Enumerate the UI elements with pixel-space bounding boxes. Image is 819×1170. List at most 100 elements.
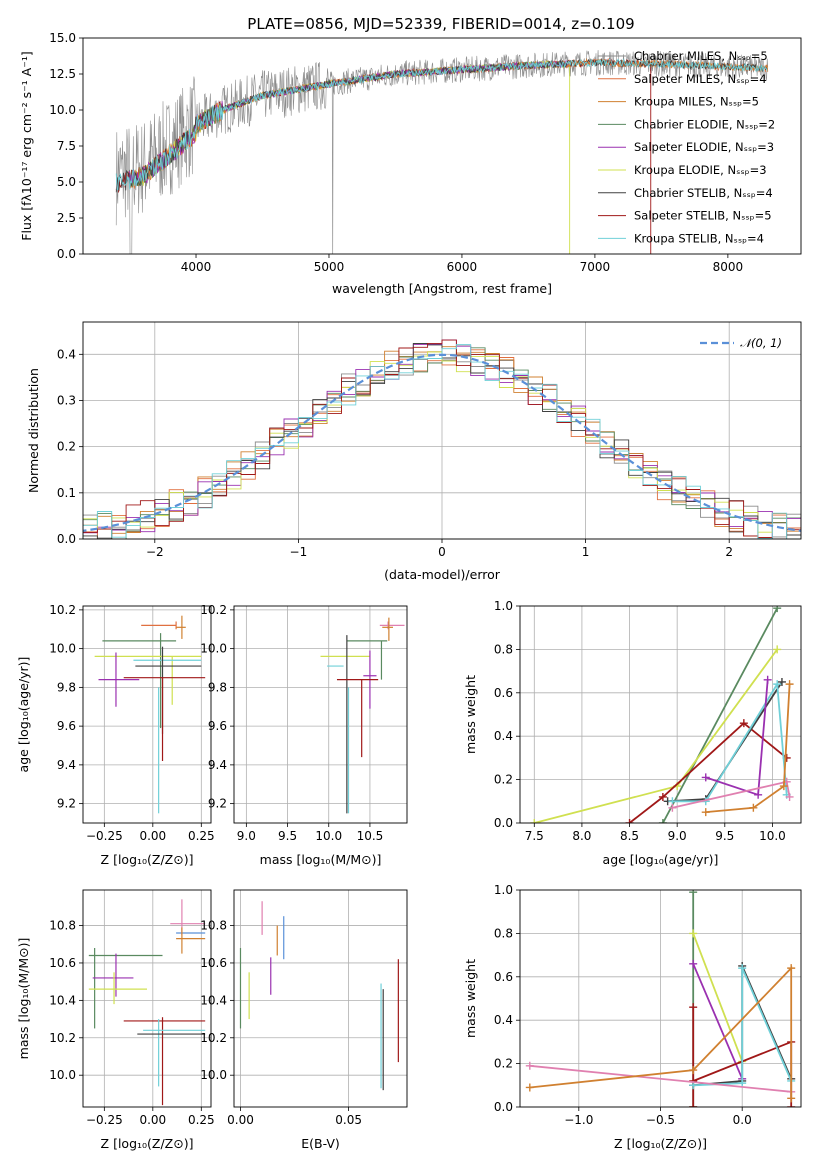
weight-marker bbox=[701, 808, 710, 817]
y-tick-label: 0.2 bbox=[494, 773, 513, 787]
x-tick-label: −0.25 bbox=[86, 829, 123, 843]
plot-area bbox=[83, 890, 211, 1107]
legend: 𝒩(0, 1) bbox=[700, 336, 782, 350]
plot-content bbox=[530, 606, 794, 823]
weight-marker bbox=[785, 792, 794, 801]
y-tick-label: 10.0 bbox=[49, 103, 76, 117]
y-tick-label: 10.2 bbox=[49, 603, 76, 617]
legend: Chabrier MILES, Nₛₛₚ=5 Salpeter MILES, Nₛ… bbox=[598, 49, 775, 245]
x-tick-label: 0.05 bbox=[335, 1113, 362, 1127]
weight-marker bbox=[689, 1003, 698, 1012]
weight-marker bbox=[787, 1103, 796, 1107]
weight-marker bbox=[763, 675, 772, 684]
legend-entry: Chabrier ELODIE, Nₛₛₚ=2 bbox=[634, 117, 775, 131]
ticks: 4000 5000 6000 7000 8000 0.0 2.5 5.0 7.5 10.0 12.5… bbox=[49, 31, 743, 274]
y-tick-label: 9.6 bbox=[57, 719, 76, 733]
y-tick-label: 9.4 bbox=[208, 758, 227, 772]
weight-series-line bbox=[529, 965, 793, 1099]
x-axis-label: wavelength [Angstrom, rest frame] bbox=[332, 281, 552, 296]
grid bbox=[83, 890, 211, 1107]
age-vs-mass-panel: 9.0 9.5 10.0 10.5 9.2 9.4 9.6 9.8 10.0 10.2 mass [… bbox=[200, 603, 408, 867]
plot-content bbox=[525, 890, 796, 1107]
x-tick-label: 0.25 bbox=[188, 829, 215, 843]
y-tick-label: 0.6 bbox=[494, 686, 513, 700]
x-axis-label: E(B-V) bbox=[301, 1136, 340, 1151]
weight-marker bbox=[738, 1079, 747, 1088]
legend-entry: Kroupa MILES, Nₛₛₚ=5 bbox=[634, 95, 759, 109]
y-tick-label: 0.4 bbox=[494, 1013, 513, 1027]
y-tick-label: 0.3 bbox=[57, 393, 76, 407]
x-tick-label: 7000 bbox=[580, 260, 611, 274]
y-tick-label: 9.4 bbox=[57, 758, 76, 772]
y-tick-label: 0.6 bbox=[494, 970, 513, 984]
weight-series-line bbox=[705, 684, 791, 813]
x-tick-label: 8.5 bbox=[620, 829, 639, 843]
x-tick-label: 9.5 bbox=[278, 829, 297, 843]
mass-vs-EBV-panel: 0.00 0.05 10.0 10.2 10.4 10.6 10.8 E(B-V) bbox=[200, 889, 408, 1151]
y-tick-label: 0.0 bbox=[494, 1100, 513, 1114]
x-axis-label: Z [log₁₀(Z/Z⊙)] bbox=[614, 1136, 707, 1151]
weight-marker bbox=[787, 1094, 796, 1103]
weight-marker bbox=[530, 819, 539, 823]
x-tick-label: −1.0 bbox=[564, 1113, 593, 1127]
plot-area bbox=[83, 606, 211, 823]
plot-content bbox=[320, 617, 405, 814]
y-tick-label: 12.5 bbox=[49, 67, 76, 81]
y-tick-label: 9.2 bbox=[208, 797, 227, 811]
y-tick-label: 10.0 bbox=[200, 1068, 227, 1082]
axes-frame bbox=[233, 605, 408, 824]
axes-frame bbox=[519, 889, 802, 1108]
y-axis-label: mass [log₁₀(M/M⊙)] bbox=[16, 938, 31, 1060]
plot-area bbox=[234, 890, 407, 1107]
y-axis-label: Flux [fλ10⁻¹⁷ erg cm⁻² s⁻¹ A⁻¹] bbox=[19, 51, 34, 240]
grid bbox=[234, 890, 407, 1107]
y-axis-label: age [log₁₀(age/yr)] bbox=[16, 657, 31, 773]
weight-marker bbox=[689, 929, 698, 938]
y-tick-label: 9.8 bbox=[57, 680, 76, 694]
x-tick-label: −1 bbox=[290, 545, 308, 559]
y-tick-label: 1.0 bbox=[494, 883, 513, 897]
y-tick-label: 0.8 bbox=[494, 926, 513, 940]
weight-series-line bbox=[672, 681, 788, 803]
weight-series-line bbox=[529, 1064, 792, 1093]
y-tick-label: 0.0 bbox=[57, 247, 76, 261]
weight-marker bbox=[525, 1083, 534, 1092]
y-tick-label: 0.2 bbox=[494, 1057, 513, 1071]
ticks: 7.5 8.0 8.5 9.0 9.5 10.0 0.0 0.2 0.4 0.6 0.8 1.0 bbox=[494, 599, 786, 843]
legend-entry: Kroupa ELODIE, Nₛₛₚ=3 bbox=[634, 163, 767, 177]
axes-frame bbox=[519, 605, 802, 824]
weight-marker bbox=[689, 1066, 698, 1075]
axes-frame bbox=[82, 889, 212, 1108]
weight-marker bbox=[787, 964, 796, 973]
x-tick-label: 10.5 bbox=[357, 829, 384, 843]
y-tick-label: 9.6 bbox=[208, 719, 227, 733]
weight-marker bbox=[773, 606, 782, 613]
histogram-series-line bbox=[83, 344, 801, 539]
legend-entry: Kroupa STELIB, Nₛₛₚ=4 bbox=[634, 231, 764, 245]
weight-marker bbox=[525, 1061, 534, 1070]
plot-area bbox=[234, 606, 407, 823]
plot-content bbox=[239, 901, 399, 1091]
plot-content bbox=[94, 615, 206, 814]
x-tick-label: 0 bbox=[438, 545, 446, 559]
x-tick-label: 6000 bbox=[447, 260, 478, 274]
y-tick-label: 9.2 bbox=[57, 797, 76, 811]
x-tick-label: 0.25 bbox=[188, 1113, 215, 1127]
y-tick-label: 0.8 bbox=[494, 642, 513, 656]
weight-marker bbox=[689, 959, 698, 968]
x-tick-label: −2 bbox=[146, 545, 164, 559]
x-tick-label: −0.5 bbox=[646, 1113, 675, 1127]
x-tick-label: 8000 bbox=[713, 260, 744, 274]
y-axis-label: Normed distribution bbox=[26, 368, 41, 493]
y-tick-label: 10.6 bbox=[49, 956, 76, 970]
x-tick-label: −0.25 bbox=[86, 1113, 123, 1127]
model-kroupa_stelib-line bbox=[115, 58, 768, 191]
y-tick-label: 10.6 bbox=[200, 956, 227, 970]
ticks: −1.0 −0.5 0.0 0.0 0.2 0.4 0.6 0.8 1.0 bbox=[494, 883, 752, 1127]
weight-marker bbox=[739, 719, 748, 728]
y-tick-label: 10.2 bbox=[200, 603, 227, 617]
y-tick-label: 0.0 bbox=[57, 532, 76, 546]
x-tick-label: 7.5 bbox=[525, 829, 544, 843]
y-tick-label: 0.2 bbox=[57, 440, 76, 454]
figure-title: PLATE=0856, MJD=52339, FIBERID=0014, z=0… bbox=[247, 15, 634, 33]
